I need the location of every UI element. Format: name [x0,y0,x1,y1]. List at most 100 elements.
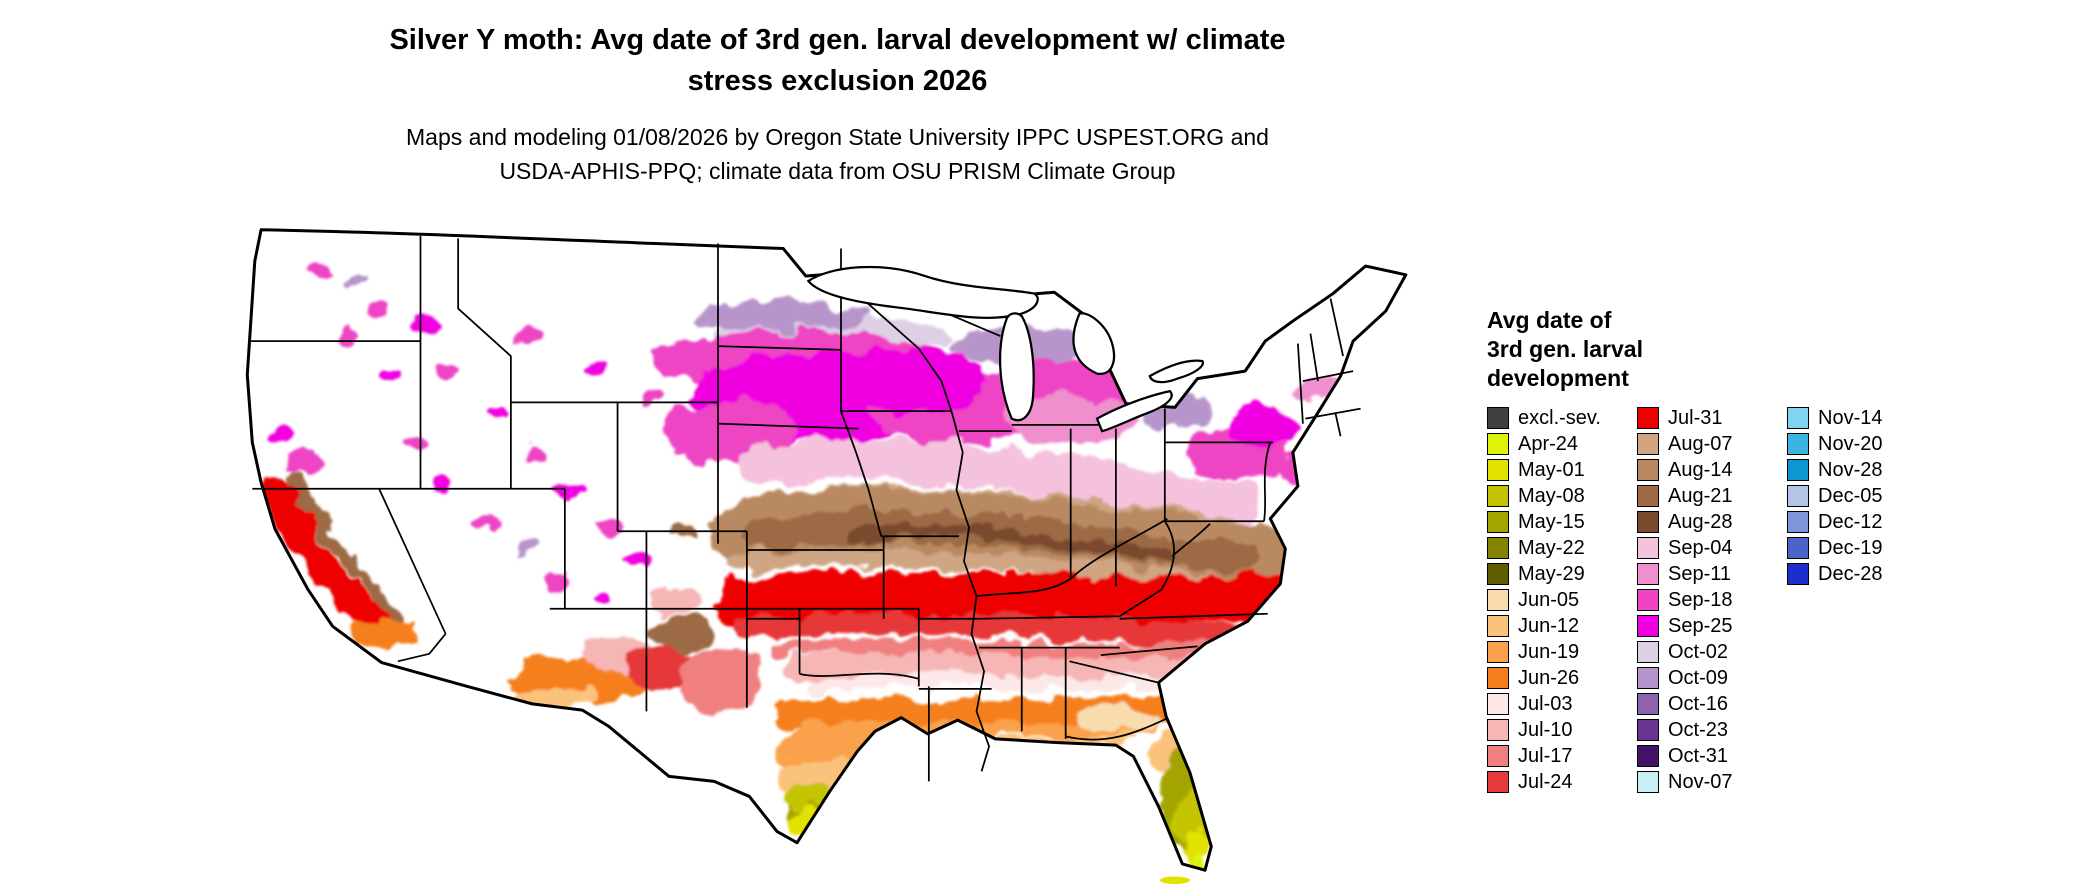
legend-row: Jul-17 [1487,743,1637,769]
great-lakes [806,265,1204,433]
lake-ontario [1148,359,1204,384]
legend-swatch [1787,485,1809,507]
legend-label: Nov-28 [1818,458,1883,481]
map-region [337,328,361,344]
legend-row: May-22 [1487,535,1637,561]
legend-swatch [1487,433,1509,455]
legend-label: Dec-05 [1818,484,1883,507]
legend-label: Oct-23 [1668,718,1729,741]
legend-row: May-01 [1487,457,1637,483]
legend-swatch [1787,459,1809,481]
legend-swatch [1637,407,1659,429]
map-region [1076,706,1163,732]
legend-row: Jun-05 [1487,587,1637,613]
legend-label: Apr-24 [1518,432,1579,455]
legend-row: Aug-14 [1637,457,1787,483]
map-region [364,299,395,318]
legend-label: Nov-14 [1818,406,1883,429]
legend-row: Sep-25 [1637,613,1787,639]
legend-label: Jul-24 [1518,770,1573,793]
legend-row: Aug-07 [1637,431,1787,457]
map-region [650,617,716,651]
legend-label: Oct-02 [1668,640,1729,663]
legend-label: Jul-31 [1668,406,1723,429]
map-region [543,573,567,589]
legend-row: Sep-11 [1637,561,1787,587]
map-region [785,808,826,839]
map-region [517,328,543,344]
legend-row: Dec-12 [1787,509,1882,535]
legend-row: Sep-04 [1637,535,1787,561]
legend-label: Aug-28 [1668,510,1733,533]
map-region [1225,407,1296,448]
legend-label: May-22 [1518,536,1585,559]
legend-row: Nov-07 [1637,769,1787,795]
legend-row: Oct-23 [1637,717,1787,743]
legend-label: excl.-sev. [1518,406,1601,429]
legend-swatch [1637,485,1659,507]
legend-swatch [1487,459,1509,481]
map-regions [247,229,1406,871]
map-region [627,552,653,571]
legend-title-line-1: Avg date of [1487,307,1612,333]
legend-swatch [1637,719,1659,741]
legend-swatch [1787,537,1809,559]
lake-erie [1095,389,1173,433]
legend-label: Jun-05 [1518,588,1580,611]
legend-swatch [1487,719,1509,741]
legend-label: Dec-28 [1818,562,1883,585]
legend-title-line-2: 3rd gen. larval [1487,336,1643,362]
legend-swatch [1637,641,1659,663]
title-line-1: Silver Y moth: Avg date of 3rd gen. larv… [389,24,1286,56]
legend-label: Oct-09 [1668,666,1729,689]
legend-row: Dec-28 [1787,561,1882,587]
map-region [591,588,614,604]
legend-swatch [1637,537,1659,559]
legend-label: May-08 [1518,484,1585,507]
legend-row: Jul-03 [1487,691,1637,717]
legend-row: Jul-24 [1487,769,1637,795]
lake-michigan [998,312,1035,422]
legend-label: Aug-21 [1668,484,1733,507]
legend-label: Nov-07 [1668,770,1733,793]
map-region [520,444,544,460]
legend-row: Jun-19 [1487,639,1637,665]
map-region [435,363,461,379]
title-line-2: stress exclusion 2026 [687,65,988,97]
legend: Avg date of 3rd gen. larval development … [1487,306,1882,795]
map-region [735,612,1246,646]
legend-label: Dec-19 [1818,536,1883,559]
subtitle-line-2: USDA-APHIS-PPQ; climate data from OSU PR… [499,158,1176,184]
legend-row: Aug-28 [1637,509,1787,535]
legend-row: Nov-28 [1787,457,1882,483]
legend-row: Sep-18 [1637,587,1787,613]
legend-swatch [1637,589,1659,611]
legend-row: Jun-26 [1487,665,1637,691]
legend-row: Oct-16 [1637,691,1787,717]
map-region [690,299,867,330]
us-map [241,221,1446,884]
legend-row: Oct-31 [1637,743,1787,769]
legend-swatch [1487,745,1509,767]
map-region [286,448,327,474]
legend-row: Dec-19 [1787,535,1882,561]
us-outline [245,228,1408,872]
legend-column: excl.-sev. Apr-24 May-01 May-08 May-15 May-22… [1487,405,1637,795]
legend-label: Sep-11 [1668,562,1732,585]
legend-swatch [1637,667,1659,689]
legend-row: Aug-21 [1637,483,1787,509]
florida-keys [1159,876,1190,884]
map-region [640,391,666,407]
legend-swatch [1487,511,1509,533]
legend-swatch [1487,589,1509,611]
legend-label: Aug-07 [1668,432,1733,455]
legend-swatch [1487,615,1509,637]
legend-label: Oct-16 [1668,692,1729,715]
legend-swatch [1487,771,1509,793]
legend-columns: excl.-sev. Apr-24 May-01 May-08 May-15 May-22… [1487,405,1882,795]
legend-swatch [1487,641,1509,663]
legend-swatch [1637,615,1659,637]
legend-row: Apr-24 [1487,431,1637,457]
map-region [515,541,539,557]
